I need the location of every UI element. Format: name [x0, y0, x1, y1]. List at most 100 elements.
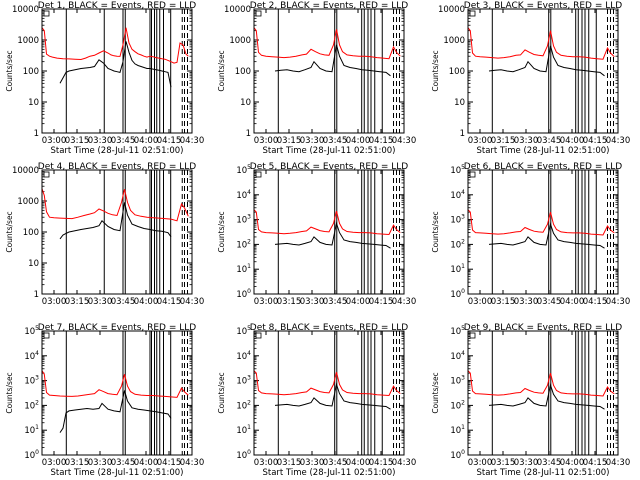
panel-det-4: Det 4, BLACK = Events, RED = LLD Counts/s… — [5, 162, 204, 307]
y-tick-label: 10 — [240, 98, 251, 108]
x-tick-label: 03:30 — [88, 297, 113, 307]
y-tick-label: 100 — [235, 67, 251, 77]
x-tick-label: 04:30 — [180, 297, 205, 307]
x-tick-label: 03:45 — [323, 297, 348, 307]
x-tick-label: 03:15 — [65, 458, 90, 468]
x-tick-label: 04:15 — [157, 458, 182, 468]
y-axis-label: Counts/sec — [5, 211, 14, 252]
y-tick-label: 105 — [236, 325, 251, 337]
y-axis-label: Counts/sec — [5, 372, 14, 413]
events-series-line — [59, 41, 172, 88]
x-tick-label: 04:00 — [346, 297, 371, 307]
x-tick-label: 03:00 — [468, 458, 493, 468]
x-tick-label: 04:15 — [583, 458, 608, 468]
y-tick-label: 1000 — [17, 197, 39, 207]
x-tick-label: 04:30 — [606, 297, 631, 307]
y-tick-label: 101 — [24, 424, 39, 436]
y-tick-label: 101 — [236, 263, 251, 275]
x-axis-label: Start Time (28-Jul-11 02:51:00) — [51, 146, 184, 156]
y-axis-label: Counts/sec — [217, 50, 226, 91]
y-tick-label: 100 — [449, 67, 465, 77]
plot-box-glyph — [43, 171, 50, 178]
x-axis-label: Start Time (28-Jul-11 02:51:00) — [263, 146, 396, 156]
y-tick-label: 10000 — [224, 5, 251, 15]
lld-series-line — [41, 370, 189, 398]
y-tick-label: 1 — [246, 129, 251, 139]
events-series-line — [488, 222, 605, 249]
events-series-line — [59, 202, 172, 240]
y-axis-label: Counts/sec — [431, 50, 440, 91]
x-tick-label: 03:30 — [300, 136, 325, 146]
axes-frame — [41, 330, 193, 456]
x-axis-label: Start Time (28-Jul-11 02:51:00) — [263, 468, 396, 478]
panel-det-6: Det 6, BLACK = Events, RED = LLD Counts/s… — [431, 162, 630, 307]
y-tick-label: 10000 — [12, 5, 39, 15]
y-tick-label: 1000 — [443, 36, 465, 46]
plot-box-glyph — [469, 332, 476, 339]
x-tick-label: 03:45 — [537, 136, 562, 146]
x-tick-label: 03:45 — [537, 297, 562, 307]
panel-title: Det 5, BLACK = Events, RED = LLD — [250, 162, 409, 172]
x-tick-label: 03:15 — [491, 136, 516, 146]
panel-det-8: Det 8, BLACK = Events, RED = LLD Counts/s… — [217, 323, 416, 478]
x-tick-label: 04:00 — [134, 297, 159, 307]
x-tick-label: 03:00 — [254, 297, 279, 307]
y-tick-label: 1000 — [17, 36, 39, 46]
x-tick-label: 04:15 — [583, 136, 608, 146]
x-tick-label: 04:00 — [346, 458, 371, 468]
plot-box-glyph — [255, 10, 262, 17]
y-tick-label: 1000 — [229, 36, 251, 46]
lld-series-line — [253, 209, 401, 236]
x-tick-label: 03:30 — [514, 297, 539, 307]
y-tick-label: 1 — [34, 290, 39, 300]
y-tick-label: 100 — [24, 449, 39, 461]
y-axis-label: Counts/sec — [431, 372, 440, 413]
panel-title: Det 7, BLACK = Events, RED = LLD — [38, 323, 197, 333]
x-tick-label: 04:30 — [606, 136, 631, 146]
x-tick-label: 03:00 — [468, 136, 493, 146]
events-series-line — [274, 221, 391, 249]
x-tick-label: 03:15 — [491, 297, 516, 307]
y-tick-label: 104 — [450, 350, 465, 362]
x-tick-label: 04:30 — [180, 458, 205, 468]
y-tick-label: 100 — [450, 288, 465, 300]
y-tick-label: 101 — [450, 263, 465, 275]
x-tick-label: 03:45 — [537, 458, 562, 468]
x-axis-label: Start Time (28-Jul-11 02:51:00) — [477, 146, 610, 156]
x-tick-label: 03:30 — [300, 458, 325, 468]
x-tick-label: 03:30 — [300, 297, 325, 307]
x-tick-label: 03:15 — [65, 297, 90, 307]
panel-det-3: Det 3, BLACK = Events, RED = LLD Counts/s… — [431, 1, 630, 156]
x-tick-label: 04:00 — [560, 136, 585, 146]
lld-series-line — [467, 370, 615, 397]
y-axis-label: Counts/sec — [431, 211, 440, 252]
lld-series-line — [41, 188, 189, 222]
y-tick-label: 105 — [450, 164, 465, 176]
events-series-line — [59, 390, 172, 433]
axes-frame — [41, 169, 193, 295]
plot-box-glyph — [255, 171, 262, 178]
y-tick-label: 10000 — [438, 5, 465, 15]
axes-frame — [467, 8, 619, 134]
x-axis-label: Start Time (28-Jul-11 02:51:00) — [477, 468, 610, 478]
y-tick-label: 101 — [450, 424, 465, 436]
y-tick-label: 104 — [450, 189, 465, 201]
y-tick-label: 1 — [460, 129, 465, 139]
x-tick-label: 03:00 — [254, 136, 279, 146]
y-tick-label: 105 — [450, 325, 465, 337]
y-tick-label: 104 — [236, 350, 251, 362]
lld-series-line — [467, 209, 615, 236]
x-tick-label: 04:15 — [157, 297, 182, 307]
x-tick-label: 03:45 — [111, 458, 136, 468]
panel-det-5: Det 5, BLACK = Events, RED = LLD Counts/s… — [217, 162, 416, 307]
panel-title: Det 3, BLACK = Events, RED = LLD — [464, 1, 623, 11]
y-tick-label: 103 — [236, 214, 251, 226]
x-tick-label: 03:00 — [42, 297, 67, 307]
x-tick-label: 04:30 — [180, 136, 205, 146]
axes-frame — [253, 8, 405, 134]
y-tick-label: 100 — [450, 449, 465, 461]
plot-box-glyph — [255, 332, 262, 339]
y-tick-label: 100 — [23, 228, 39, 238]
panel-title: Det 1, BLACK = Events, RED = LLD — [38, 1, 197, 11]
lld-series-line — [253, 370, 401, 397]
